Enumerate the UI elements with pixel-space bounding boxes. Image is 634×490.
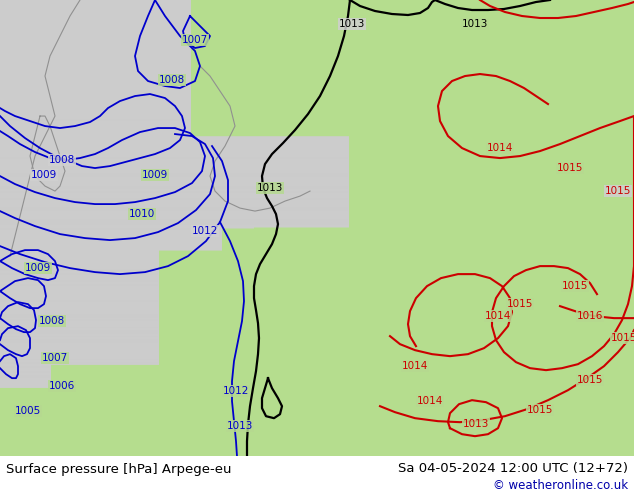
Text: 1008: 1008 [49, 155, 75, 165]
Text: 1014: 1014 [485, 311, 511, 321]
Text: 1010: 1010 [129, 209, 155, 219]
Text: 1014: 1014 [402, 361, 428, 371]
Text: 1007: 1007 [182, 35, 208, 45]
Text: 1013: 1013 [227, 421, 253, 431]
Text: 1015: 1015 [577, 375, 603, 385]
Text: 1009: 1009 [142, 170, 168, 180]
Text: 1009: 1009 [25, 263, 51, 273]
Text: 1015: 1015 [605, 186, 631, 196]
Text: 1009: 1009 [31, 170, 57, 180]
Text: 1013: 1013 [462, 19, 488, 29]
Text: 1012: 1012 [192, 226, 218, 236]
Text: 1013: 1013 [257, 183, 283, 193]
Text: 1007: 1007 [42, 353, 68, 363]
Text: 1015: 1015 [611, 333, 634, 343]
Text: 1006: 1006 [49, 381, 75, 391]
Text: 1008: 1008 [159, 75, 185, 85]
Text: © weatheronline.co.uk: © weatheronline.co.uk [493, 479, 628, 490]
Text: Sa 04-05-2024 12:00 UTC (12+72): Sa 04-05-2024 12:00 UTC (12+72) [398, 462, 628, 474]
Text: 1005: 1005 [15, 406, 41, 416]
Text: 1015: 1015 [507, 299, 533, 309]
Text: 1016: 1016 [577, 311, 603, 321]
Text: 1015: 1015 [527, 405, 553, 415]
Text: 1015: 1015 [562, 281, 588, 291]
Text: 1015: 1015 [557, 163, 583, 173]
Text: 1012: 1012 [223, 386, 249, 396]
Text: 1014: 1014 [487, 143, 513, 153]
Text: 1013: 1013 [339, 19, 365, 29]
Text: 1008: 1008 [39, 316, 65, 326]
Text: 1014: 1014 [417, 396, 443, 406]
Text: 1013: 1013 [463, 419, 489, 429]
Text: Surface pressure [hPa] Arpege-eu: Surface pressure [hPa] Arpege-eu [6, 463, 232, 476]
